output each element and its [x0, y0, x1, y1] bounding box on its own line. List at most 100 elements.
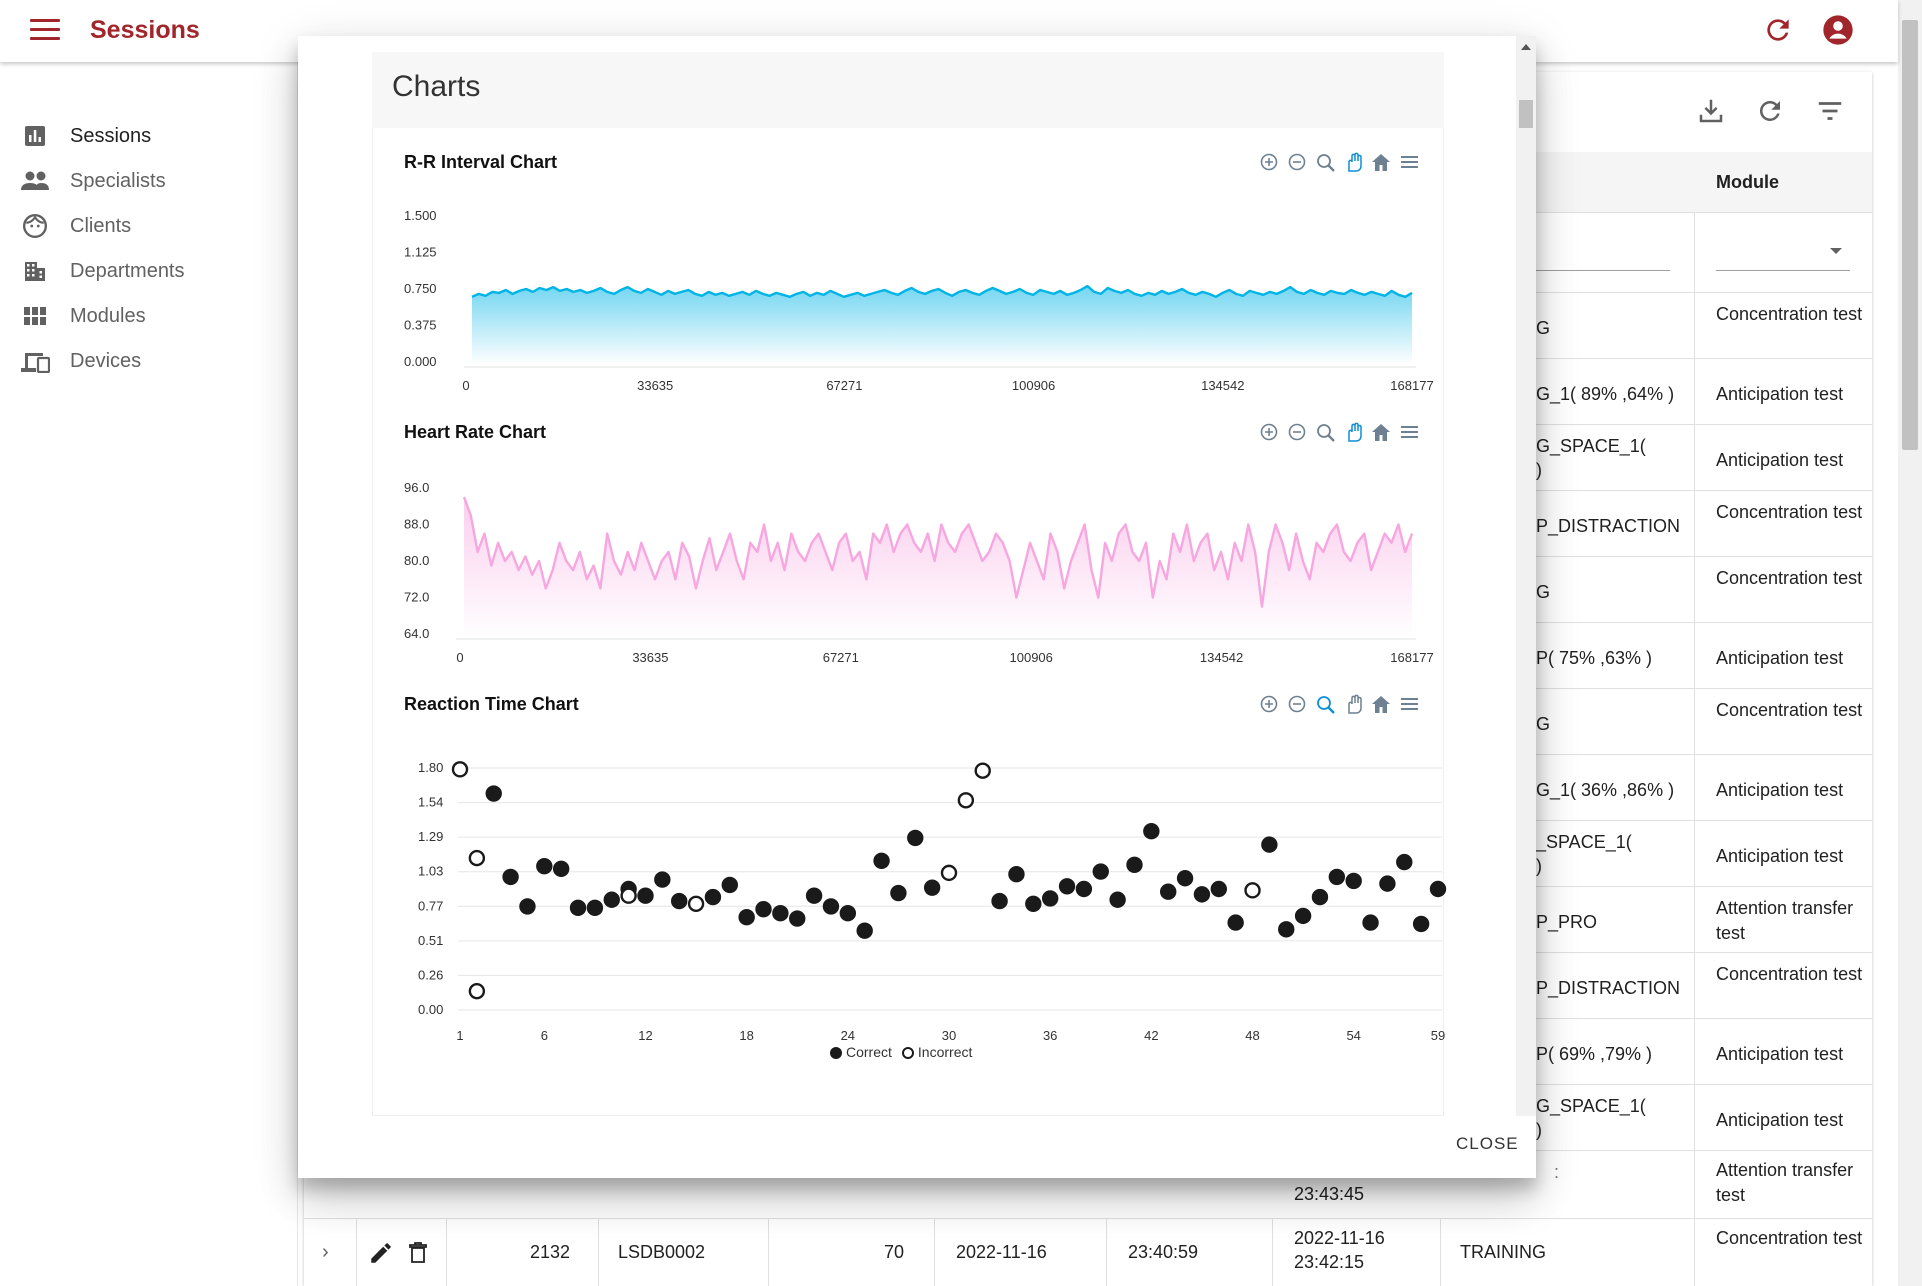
- row-module: Anticipation test: [1716, 648, 1844, 668]
- series-line: [471, 284, 1413, 298]
- x-tick-label: 67271: [826, 378, 862, 393]
- delete-icon[interactable]: [406, 1240, 430, 1271]
- row-name-partial: ): [1536, 460, 1542, 480]
- sidebar-item-modules[interactable]: Modules: [0, 294, 298, 338]
- filter-input-partial[interactable]: [1534, 270, 1670, 271]
- row-date: 2022-11-16: [956, 1242, 1047, 1262]
- home-icon[interactable]: [1369, 150, 1392, 173]
- home-icon[interactable]: [1369, 420, 1392, 443]
- correct-point: [1227, 914, 1244, 931]
- chart-toolbar: [1257, 150, 1420, 173]
- zoom-out-icon[interactable]: [1285, 420, 1308, 443]
- correct-point: [502, 868, 519, 886]
- x-tick-label: 0: [462, 378, 469, 393]
- correct-point: [704, 888, 722, 906]
- dialog-scrollbar-thumb[interactable]: [1519, 100, 1533, 128]
- incorrect-point: [940, 864, 958, 882]
- row-divider: [1534, 424, 1872, 425]
- column-header-module[interactable]: Module: [1716, 172, 1779, 192]
- correct-point: [603, 891, 620, 908]
- edit-icon[interactable]: [368, 1240, 394, 1271]
- y-tick-label: 72.0: [404, 590, 429, 605]
- sidebar-item-label: Devices: [70, 349, 142, 372]
- x-tick-label: 48: [1245, 1028, 1259, 1043]
- correct-point: [1176, 870, 1194, 887]
- correct-point: [738, 909, 755, 926]
- download-icon[interactable]: [1696, 96, 1730, 130]
- sidebar-item-specialists[interactable]: Specialists: [0, 159, 298, 203]
- incorrect-point: [974, 762, 991, 779]
- row-code: LSDB0002: [618, 1242, 706, 1262]
- row-name-partial: G: [1536, 714, 1551, 734]
- expand-chevron-icon[interactable]: ›: [322, 1241, 329, 1263]
- row-module: Anticipation test: [1716, 1044, 1844, 1064]
- home-icon[interactable]: [1369, 692, 1392, 715]
- account-icon[interactable]: [1822, 14, 1854, 46]
- pan-icon[interactable]: [1341, 150, 1364, 173]
- correct-point: [1278, 921, 1295, 938]
- row-divider: [1534, 820, 1872, 821]
- people-icon: [20, 166, 50, 196]
- zoom-selection-icon[interactable]: [1313, 150, 1336, 173]
- hamburger-menu-icon[interactable]: [1397, 420, 1420, 443]
- legend-item-incorrect[interactable]: Incorrect: [901, 1044, 972, 1060]
- pan-icon[interactable]: [1341, 420, 1364, 443]
- menu-icon[interactable]: [30, 19, 60, 43]
- sidebar-item-clients[interactable]: Clients: [0, 204, 298, 248]
- zoom-in-icon[interactable]: [1257, 692, 1280, 715]
- correct-point: [654, 871, 671, 888]
- scrollbar-thumb[interactable]: [1902, 20, 1918, 450]
- sidebar-item-devices[interactable]: Devices: [0, 339, 298, 383]
- sidebar-item-departments[interactable]: Departments: [0, 249, 298, 293]
- y-tick-label: 0.00: [418, 1002, 443, 1017]
- row-divider: [1534, 292, 1872, 293]
- refresh-table-icon[interactable]: [1755, 96, 1789, 130]
- sidebar-item-sessions[interactable]: Sessions: [0, 114, 298, 158]
- reaction-time-chart: 1.80 1.54 1.29 1.03 0.77 0.51 0.26 0.00 1 6 12 18 24…: [418, 760, 1447, 1043]
- close-button[interactable]: CLOSE: [1456, 1134, 1519, 1153]
- zoom-out-icon[interactable]: [1285, 150, 1308, 173]
- row-time: 23:40:59: [1128, 1242, 1199, 1262]
- correct-point: [1328, 868, 1346, 886]
- module-filter-select[interactable]: [1716, 270, 1850, 271]
- zoom-out-icon[interactable]: [1285, 692, 1308, 715]
- bar-chart-icon: [20, 121, 50, 151]
- face-icon: [20, 211, 50, 241]
- correct-point: [789, 910, 806, 927]
- column-divider: [768, 1218, 769, 1286]
- correct-point: [1261, 836, 1278, 853]
- y-tick-label: 1.03: [418, 864, 443, 879]
- page-scrollbar[interactable]: [1898, 0, 1922, 1286]
- pan-icon[interactable]: [1341, 692, 1364, 715]
- row-module: Anticipation test: [1716, 450, 1844, 470]
- x-tick-label: 59: [1431, 1028, 1445, 1043]
- rr-interval-chart: 1.500 1.125 0.750 0.375 0.000 0 33635 67271 1009…: [404, 208, 1434, 393]
- dialog-scrollbar[interactable]: [1516, 36, 1536, 1116]
- zoom-in-icon[interactable]: [1257, 420, 1280, 443]
- sidebar: Sessions Specialists Clients Departments…: [0, 62, 298, 1286]
- zoom-in-icon[interactable]: [1257, 150, 1280, 173]
- zoom-selection-icon[interactable]: [1313, 692, 1336, 715]
- filter-icon[interactable]: [1815, 96, 1849, 130]
- incorrect-point: [1244, 882, 1261, 899]
- row-name-partial: ): [1536, 856, 1542, 876]
- correct-point: [1193, 886, 1211, 903]
- row-name-partial: G_1( 89% ,64% ): [1536, 384, 1675, 404]
- devices-icon: [20, 346, 50, 376]
- legend-item-correct[interactable]: Correct: [830, 1044, 892, 1060]
- correct-point: [1025, 895, 1042, 912]
- hamburger-menu-icon[interactable]: [1397, 150, 1420, 173]
- row-module: Concentration test: [1716, 304, 1863, 324]
- scroll-up-arrow-icon[interactable]: [1521, 44, 1531, 50]
- row-divider: [1534, 688, 1872, 689]
- row-name-partial: P_PRO: [1536, 912, 1598, 932]
- x-tick-label: 36: [1043, 1028, 1057, 1043]
- correct-point: [839, 904, 857, 922]
- refresh-icon[interactable]: [1762, 14, 1794, 46]
- hamburger-menu-icon[interactable]: [1397, 692, 1420, 715]
- chevron-down-icon[interactable]: [1830, 248, 1842, 254]
- row-module: Attention transfer test: [1716, 898, 1854, 943]
- rr-chart-title: R-R Interval Chart: [404, 152, 558, 172]
- zoom-selection-icon[interactable]: [1313, 420, 1336, 443]
- x-tick-label: 100906: [1012, 378, 1055, 393]
